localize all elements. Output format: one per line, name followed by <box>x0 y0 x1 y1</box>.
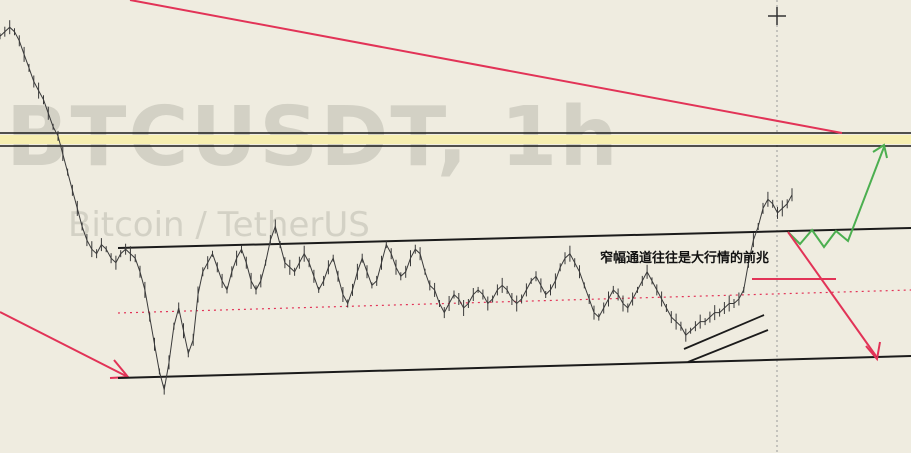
narrow-channel-upper <box>683 314 765 350</box>
channel-lower-line <box>117 355 911 379</box>
narrow-channel-lower <box>687 329 769 363</box>
price-series <box>0 20 793 395</box>
annotation-text: 窄幅通道往往是大行情的前兆 <box>600 250 769 266</box>
descending-trendline <box>129 0 843 134</box>
resistance-zone <box>0 135 911 144</box>
bullish-projection-path <box>787 146 885 249</box>
watermark-description: Bitcoin / TetherUS <box>68 205 370 245</box>
channel-upper-line <box>117 227 911 249</box>
crosshair-cursor-icon <box>768 7 786 25</box>
bearish-arrow-head-icon <box>865 341 881 362</box>
bearish-projection-path <box>787 231 877 357</box>
left-trend-arrow <box>0 311 127 377</box>
bullish-arrow-head-icon <box>872 143 888 159</box>
